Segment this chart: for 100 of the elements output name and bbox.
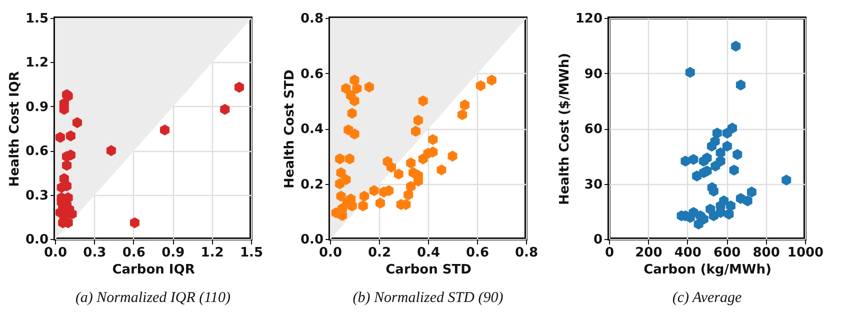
point	[67, 208, 77, 220]
text: (b) Normalized STD (90)	[352, 290, 504, 306]
y-tick-label: 0.0	[300, 232, 324, 248]
point	[708, 210, 718, 222]
x-axis-title: Carbon (kg/MWh)	[644, 262, 772, 278]
y-tick-label: 0.4	[300, 122, 324, 137]
point	[347, 108, 357, 119]
y-tick-label: 0	[593, 232, 602, 248]
y-tick-label: 90	[584, 66, 602, 82]
y-tick-label: 1.5	[25, 12, 48, 26]
y-tick-label: 0.0	[25, 232, 48, 248]
point	[66, 150, 76, 160]
x-tick-label: 0.8	[514, 246, 538, 260]
x-tick-label: 1.5	[240, 246, 264, 260]
point	[736, 80, 746, 91]
point	[55, 132, 65, 143]
y-tick-label: 1.2	[25, 56, 48, 71]
x-axis-title: Carbon IQR	[112, 262, 195, 278]
point	[688, 154, 698, 165]
point	[55, 207, 65, 218]
point	[724, 208, 734, 220]
x-tick-label: 0.4	[416, 246, 440, 260]
point	[782, 174, 792, 186]
x-tick-label: 0.3	[83, 246, 106, 260]
point	[418, 153, 428, 164]
x-tick-label: 0.6	[466, 246, 490, 260]
point	[708, 186, 718, 197]
point	[379, 186, 389, 198]
point	[698, 156, 708, 167]
point	[130, 217, 140, 228]
point	[428, 134, 438, 146]
point	[335, 153, 345, 164]
point	[732, 148, 742, 160]
x-tick-label: 800	[752, 246, 780, 260]
text: (c) Average	[672, 290, 742, 306]
point	[716, 147, 726, 158]
x-tick-label: 400	[674, 246, 702, 260]
point	[476, 80, 486, 92]
point	[411, 126, 420, 137]
x-tick-label: 600	[714, 246, 741, 260]
x-tick-label: 0.2	[368, 246, 392, 260]
point	[335, 178, 345, 190]
point	[406, 181, 416, 192]
point	[341, 82, 351, 94]
x-tick-label: 0.0	[44, 246, 68, 260]
y-tick-label: 0.9	[25, 100, 48, 115]
text: (a) Normalized IQR (110)	[75, 290, 231, 306]
y-tick-label: 0.6	[300, 66, 324, 82]
point	[731, 40, 741, 52]
point	[360, 190, 370, 202]
point	[350, 74, 360, 86]
point	[408, 167, 418, 178]
y-axis-title: Health Cost STD	[282, 69, 298, 188]
point	[220, 104, 230, 115]
x-axis-title: Carbon STD	[386, 262, 472, 278]
point	[160, 124, 170, 136]
point	[458, 109, 468, 120]
point	[62, 160, 72, 171]
y-tick-label: 60	[584, 122, 602, 137]
point	[418, 95, 428, 106]
y-tick-label: 120	[575, 12, 602, 26]
point	[726, 200, 736, 212]
x-tick-label: 0.9	[162, 246, 185, 260]
point	[344, 153, 354, 164]
point	[336, 167, 346, 178]
point	[486, 74, 496, 86]
point	[358, 200, 368, 212]
y-tick-label: 30	[584, 177, 602, 192]
point	[722, 128, 732, 139]
point	[729, 164, 739, 176]
point	[460, 100, 470, 110]
point	[234, 82, 244, 93]
point	[364, 82, 374, 93]
point	[346, 90, 356, 101]
x-tick-label: 0.6	[122, 246, 146, 260]
point	[736, 193, 746, 204]
y-axis-title: Health Cost ($/MWh)	[557, 52, 572, 206]
point	[369, 185, 379, 196]
point	[710, 160, 720, 172]
x-tick-label: 0	[604, 246, 614, 260]
point	[375, 198, 385, 209]
point	[685, 66, 695, 78]
x-tick-label: 1000	[787, 246, 824, 260]
point	[746, 186, 756, 198]
y-axis-title: Health Cost IQR	[7, 71, 22, 187]
y-tick-label: 0.3	[25, 188, 48, 204]
point	[66, 130, 76, 142]
x-tick-label: 0.0	[318, 246, 342, 260]
point	[712, 128, 722, 139]
point	[706, 140, 716, 152]
y-tick-label: 0.8	[300, 12, 324, 26]
point	[719, 195, 729, 206]
point	[722, 140, 732, 152]
point	[448, 150, 458, 162]
x-tick-label: 200	[635, 246, 662, 260]
point	[106, 145, 116, 156]
y-tick-label: 0.2	[300, 177, 324, 192]
point	[336, 190, 346, 202]
point	[382, 156, 392, 168]
point	[406, 158, 416, 169]
